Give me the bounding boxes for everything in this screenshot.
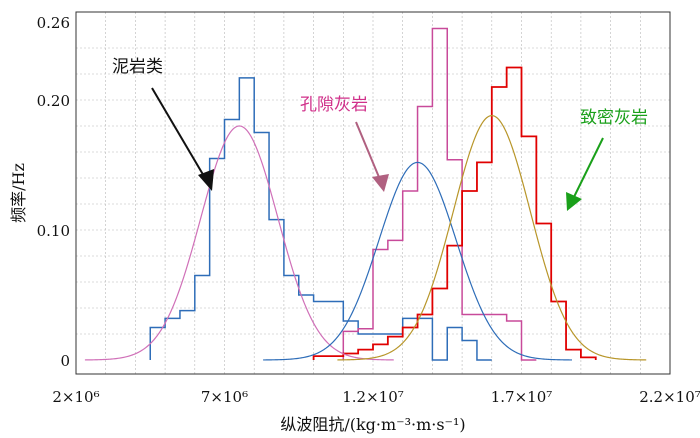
x-tick-label: 7×10⁶ (201, 388, 248, 406)
histogram-2 (342, 27, 537, 361)
x-tick-label: 2.2×10⁷ (639, 388, 700, 406)
y-tick-label: 0.26 (37, 14, 70, 32)
fit-curves (84, 114, 647, 361)
arrow-mudstone (151, 87, 209, 184)
histogram-3 (312, 66, 597, 360)
histogram-bars (149, 27, 597, 361)
legend-label-porous-limestone: 孔隙灰岩 (300, 95, 368, 115)
x-tick-label: 1.7×10⁷ (491, 388, 553, 406)
tick-labels: 2×10⁶ 7×10⁶ 1.2×10⁷ 1.7×10⁷ 2.2×10⁷ 0 0.10 0.20… (37, 14, 700, 406)
arrowhead-dense-limestone (566, 192, 582, 211)
histogram-1 (149, 77, 492, 361)
x-axis-title: 纵波阻抗/(kg·m⁻³·m·s⁻¹) (280, 415, 465, 434)
y-axis-title: 频率/Hz (9, 163, 28, 223)
y-tick-label: 0 (60, 352, 70, 370)
x-tick-label: 1.2×10⁷ (342, 388, 404, 406)
legend-label-dense-limestone: 致密灰岩 (580, 108, 648, 128)
y-tick-label: 0.20 (37, 92, 70, 110)
arrowhead-porous-limestone (372, 174, 389, 192)
legend-label-mudstone: 泥岩类 (112, 57, 163, 77)
x-tick-label: 2×10⁶ (52, 388, 99, 406)
fit-curve-1 (84, 125, 394, 361)
fit-curve-3 (337, 114, 647, 361)
arrow-dense-limestone (571, 137, 604, 202)
plot-frame (75, 11, 671, 375)
fit-curve-2 (263, 161, 572, 361)
arrowhead-mudstone (198, 169, 214, 191)
arrow-porous-limestone (355, 121, 382, 183)
y-tick-label: 0.10 (37, 222, 70, 240)
